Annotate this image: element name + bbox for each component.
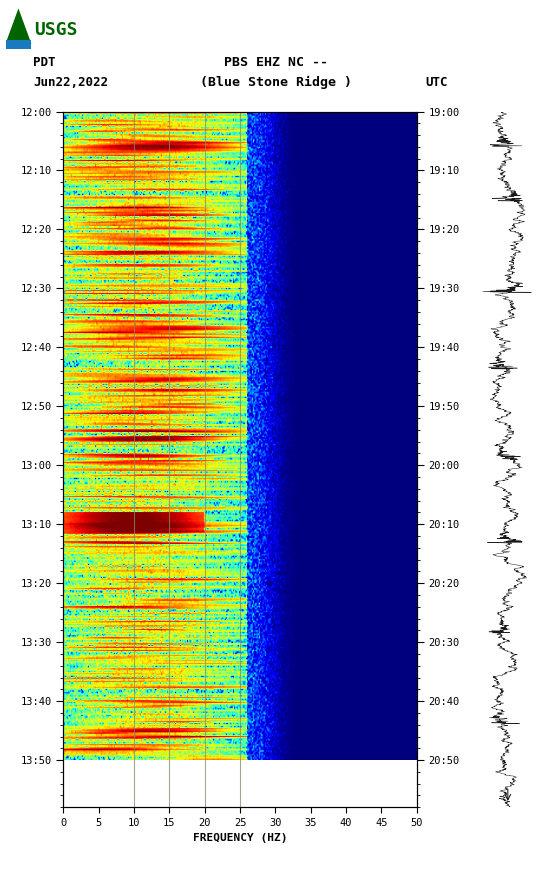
Text: UTC: UTC [425, 76, 448, 88]
Text: (Blue Stone Ridge ): (Blue Stone Ridge ) [200, 76, 352, 88]
Text: USGS: USGS [34, 21, 78, 38]
Text: PDT: PDT [33, 56, 56, 69]
Text: Jun22,2022: Jun22,2022 [33, 76, 108, 88]
Polygon shape [6, 8, 31, 44]
Bar [6, 40, 31, 49]
X-axis label: FREQUENCY (HZ): FREQUENCY (HZ) [193, 833, 288, 843]
Text: PBS EHZ NC --: PBS EHZ NC -- [224, 56, 328, 69]
